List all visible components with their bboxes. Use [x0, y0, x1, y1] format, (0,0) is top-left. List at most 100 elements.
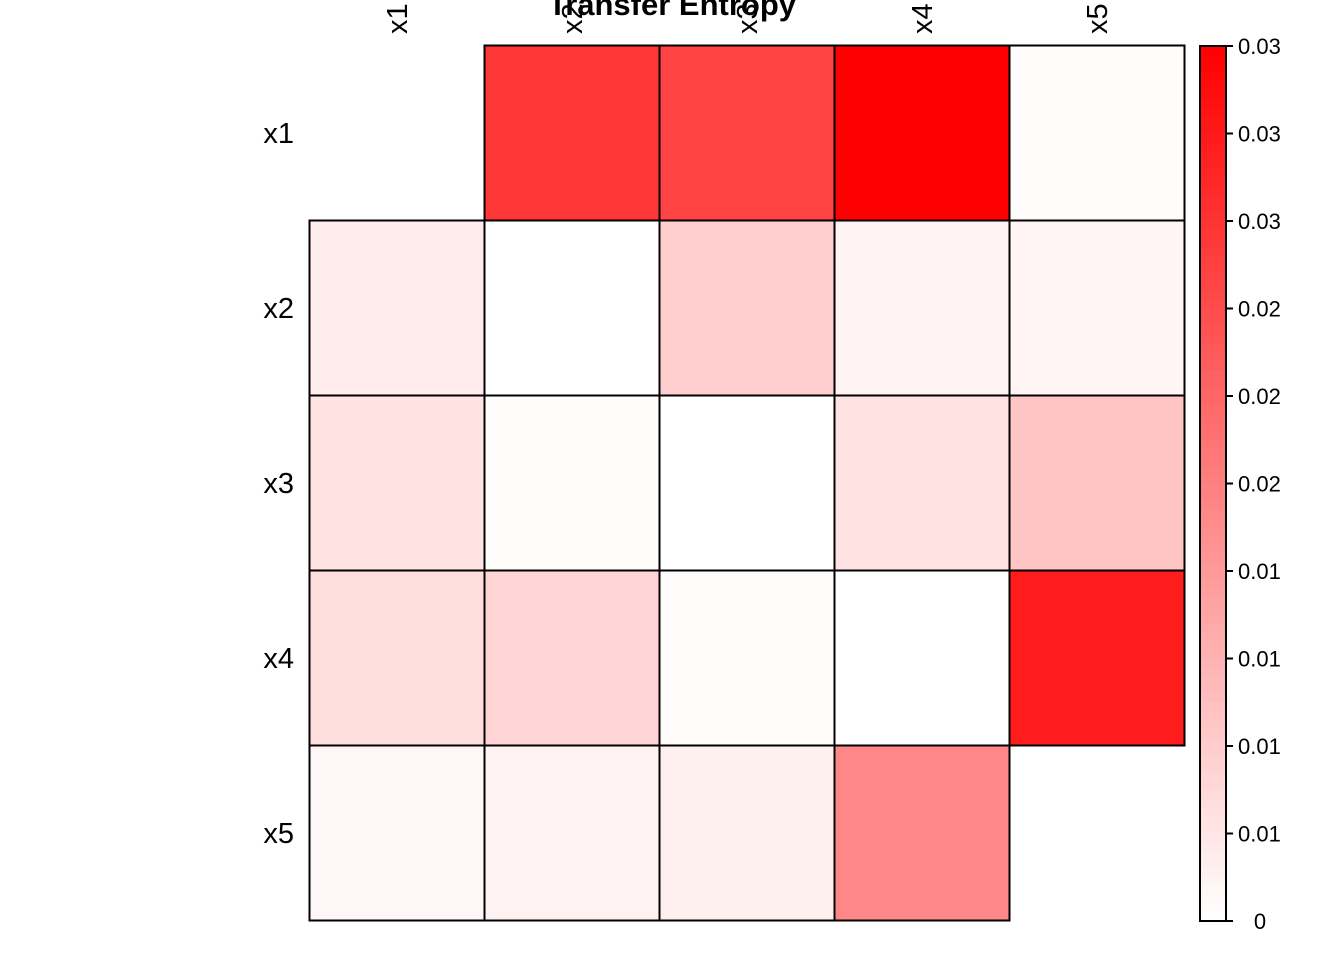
heatmap-cell-x4-x1 [308, 569, 486, 747]
colorbar-segment [1200, 667, 1226, 677]
colorbar-segment [1200, 177, 1226, 187]
colorbar-segment [1200, 133, 1226, 143]
heatmap-cell-x2-x5 [1008, 219, 1186, 397]
colorbar-segment [1200, 247, 1226, 257]
colorbar-segment [1200, 404, 1226, 415]
colorbar-tick-label: 0.01 [1238, 559, 1281, 584]
heatmap-cell-x4-x5 [1008, 569, 1186, 747]
colorbar-segment [1200, 168, 1226, 178]
colorbar-segment [1200, 317, 1226, 327]
column-label-x2: x2 [557, 3, 589, 34]
heatmap-cell-x5-x4 [833, 744, 1011, 922]
colorbar-segment [1200, 361, 1226, 371]
colorbar-segment [1200, 194, 1226, 205]
heatmap-cell-x4-x2 [483, 569, 661, 747]
heatmap-cell-x3-x4 [833, 394, 1011, 572]
colorbar-segment [1200, 151, 1226, 161]
colorbar-tick-label: 0.03 [1238, 209, 1281, 234]
colorbar-segment [1200, 501, 1226, 511]
colorbar-tick-label: 0.03 [1238, 34, 1281, 59]
colorbar-segment [1200, 46, 1226, 56]
colorbar-segment [1200, 474, 1226, 485]
colorbar-tick-label: 0 [1254, 909, 1266, 934]
colorbar-segment [1200, 658, 1226, 668]
column-labels: x1 x2 x3 x4 x5 [382, 3, 1114, 34]
colorbar-tick-label: 0.02 [1238, 297, 1281, 322]
colorbar-segment [1200, 571, 1226, 581]
colorbar-segment [1200, 186, 1226, 196]
colorbar-segment [1200, 396, 1226, 406]
colorbar-segment [1200, 711, 1226, 721]
colorbar-segment [1200, 763, 1226, 773]
colorbar-segment [1200, 641, 1226, 651]
column-label-x4: x4 [907, 3, 939, 34]
colorbar-segment [1200, 553, 1226, 563]
colorbar-segment [1200, 807, 1226, 817]
row-labels: x1 x2 x3 x4 x5 [263, 118, 294, 850]
heatmap-cell-x3-x3 [658, 394, 836, 572]
colorbar-segment [1200, 431, 1226, 441]
colorbar-segment [1200, 124, 1226, 135]
colorbar-segment [1200, 229, 1226, 240]
colorbar-segment [1200, 457, 1226, 467]
colorbar-segment [1200, 649, 1226, 660]
colorbar-segment [1200, 63, 1226, 73]
colorbar-tick-label: 0.01 [1238, 734, 1281, 759]
colorbar-segment [1200, 772, 1226, 782]
colorbar-segment [1200, 159, 1226, 170]
colorbar-segment [1200, 842, 1226, 852]
colorbar-segment [1200, 597, 1226, 607]
heatmap-cell-x4-x3 [658, 569, 836, 747]
heatmap-cell-x4-x4 [833, 569, 1011, 747]
colorbar-segment [1200, 886, 1226, 896]
colorbar-segment [1200, 851, 1226, 861]
heatmap-cell-x1-x5 [1008, 44, 1186, 222]
column-label-x3: x3 [732, 3, 764, 34]
colorbar-segment [1200, 369, 1226, 380]
colorbar-segment [1200, 299, 1226, 310]
colorbar-segment [1200, 264, 1226, 275]
colorbar-segment [1200, 273, 1226, 283]
colorbar-segment [1200, 256, 1226, 266]
colorbar-segment [1200, 754, 1226, 765]
row-label-x3: x3 [263, 468, 294, 500]
colorbar-segment [1200, 334, 1226, 345]
colorbar-segment [1200, 816, 1226, 826]
colorbar-segment [1200, 343, 1226, 353]
heatmap-cell-x1-x2 [483, 44, 661, 222]
heatmap-cell-x3-x2 [483, 394, 661, 572]
colorbar-segment [1200, 746, 1226, 756]
colorbar-tick-label: 0.03 [1238, 122, 1281, 147]
column-label-x1: x1 [382, 3, 414, 34]
heatmap-cell-x5-x3 [658, 744, 836, 922]
colorbar-segment [1200, 912, 1226, 922]
colorbar-segment [1200, 378, 1226, 388]
colorbar-segment [1200, 789, 1226, 800]
heatmap-cell-x2-x2 [483, 219, 661, 397]
colorbar-segment [1200, 719, 1226, 730]
row-label-x2: x2 [263, 293, 294, 325]
colorbar-segment [1200, 781, 1226, 791]
colorbar-segment [1200, 579, 1226, 590]
colorbar-segment [1200, 903, 1226, 913]
column-label-x5: x5 [1082, 3, 1114, 34]
colorbar-segment [1200, 702, 1226, 712]
heatmap-cell-x5-x2 [483, 744, 661, 922]
colorbar-segment [1200, 387, 1226, 397]
colorbar-tick-label: 0.01 [1238, 822, 1281, 847]
colorbar-segment [1200, 282, 1226, 292]
colorbar-segment [1200, 72, 1226, 82]
colorbar-segment [1200, 116, 1226, 126]
colorbar-segment [1200, 544, 1226, 555]
colorbar-segment [1200, 81, 1226, 91]
row-label-x1: x1 [263, 118, 294, 150]
colorbar-segment [1200, 877, 1226, 887]
colorbar-segment [1200, 326, 1226, 336]
row-label-x5: x5 [263, 818, 294, 850]
colorbar: 0.03 0.03 0.03 0.02 0.02 0.02 0.01 0.01 0.01 0.01… [1199, 34, 1281, 934]
colorbar-segment [1200, 308, 1226, 318]
colorbar-segment [1200, 291, 1226, 301]
heatmap-cell-x2-x4 [833, 219, 1011, 397]
row-label-x4: x4 [263, 643, 294, 675]
